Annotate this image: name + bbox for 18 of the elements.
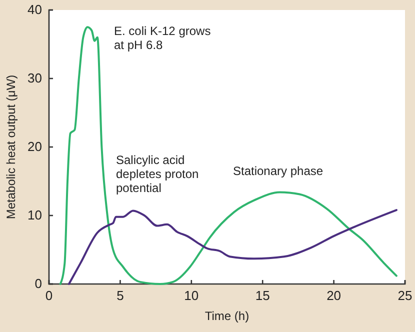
x-tick-label: 15 (255, 288, 270, 304)
x-tick-label: 5 (116, 288, 124, 304)
x-tick-label: 20 (326, 288, 342, 304)
y-tick-label: 10 (28, 208, 42, 223)
annotation: E. coli K-12 grows at pH 6.8 (114, 24, 211, 52)
y-tick-label: 20 (28, 139, 42, 154)
x-tick-label: 25 (398, 288, 412, 304)
x-tick-label: 10 (184, 288, 199, 304)
y-tick-label: 0 (34, 276, 42, 292)
line-series (68, 209, 398, 285)
annotation: Stationary phase (233, 164, 324, 178)
x-axis-title: Time (h) (204, 309, 250, 323)
y-tick-label: 40 (28, 2, 42, 18)
annotation: Salicylic acid depletes proton potential (116, 153, 199, 195)
line-series (59, 26, 398, 285)
x-tick-label: 0 (45, 288, 53, 304)
y-axis-title: Metabolic heat output (μW) (4, 74, 18, 220)
y-tick-label: 30 (28, 70, 42, 86)
